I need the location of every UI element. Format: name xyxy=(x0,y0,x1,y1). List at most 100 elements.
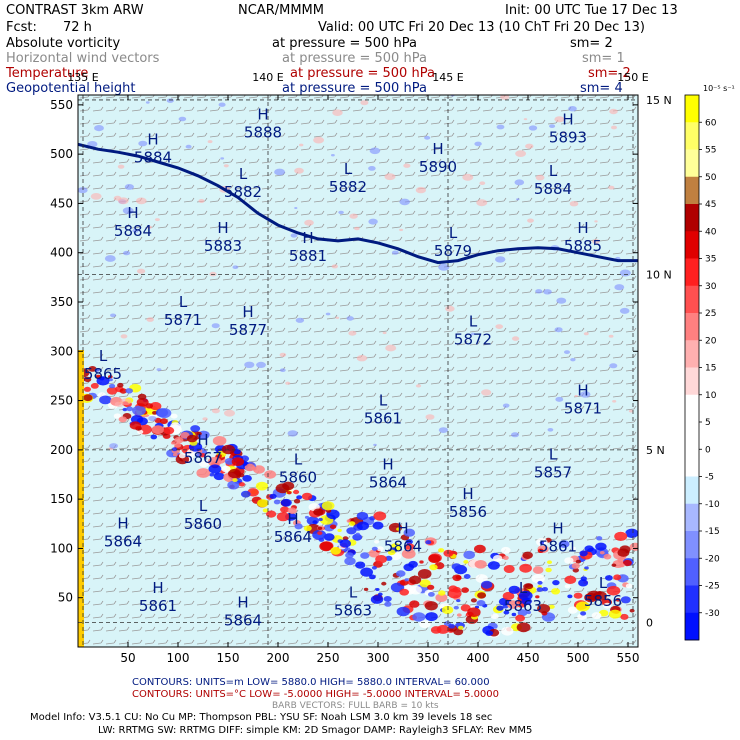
center-value-27: 5861 xyxy=(539,538,577,556)
x-tick-label-10: 550 xyxy=(617,651,640,665)
vorticity-cell-176 xyxy=(381,581,387,586)
vorticity-cell-567 xyxy=(511,432,519,438)
vorticity-cell-301 xyxy=(475,574,488,583)
vorticity-cell-88 xyxy=(88,366,97,372)
vorticity-cell-541 xyxy=(549,124,556,128)
vorticity-cell-337 xyxy=(603,602,612,609)
vorticity-cell-499 xyxy=(241,490,251,498)
vorticity-cell-500 xyxy=(369,574,376,580)
vorticity-cell-451 xyxy=(83,394,93,402)
center-letter-11: H xyxy=(577,219,588,237)
colorbar-swatch-8 xyxy=(685,313,699,341)
vorticity-cell-191 xyxy=(99,395,112,405)
field-name-temperature: Temperature xyxy=(6,66,89,81)
colorbar-label-8: 20 xyxy=(705,336,717,346)
center-letter-13: H xyxy=(242,303,253,321)
vorticity-cell-55 xyxy=(170,413,178,419)
vorticity-cell-234 xyxy=(611,563,617,567)
vorticity-cell-590 xyxy=(368,166,376,171)
vorticity-cell-217 xyxy=(443,549,454,557)
vorticity-cell-323 xyxy=(501,546,511,554)
vorticity-cell-18 xyxy=(419,560,424,564)
vorticity-cell-352 xyxy=(575,601,590,612)
vorticity-cell-132 xyxy=(548,604,555,609)
vorticity-cell-457 xyxy=(136,398,149,407)
vorticity-cell-654 xyxy=(611,125,617,130)
vorticity-cell-556 xyxy=(368,218,378,225)
vorticity-cell-438 xyxy=(346,527,357,535)
vorticity-cell-194 xyxy=(375,588,380,591)
vorticity-cell-275 xyxy=(383,596,392,602)
colorbar-swatch-15 xyxy=(685,503,699,532)
vorticity-cell-308 xyxy=(511,612,517,617)
center-letter-9: H xyxy=(302,229,313,247)
vorticity-cell-572 xyxy=(415,186,426,194)
colorbar-swatch-13 xyxy=(685,449,699,477)
vorticity-cell-615 xyxy=(399,198,411,206)
lat-label-2: 5 N xyxy=(646,444,665,457)
center-value-4: 5882 xyxy=(224,183,262,201)
vorticity-cell-235 xyxy=(599,609,609,617)
colorbar-label-0: 60 xyxy=(705,118,717,128)
center-letter-17: H xyxy=(577,382,588,400)
vorticity-cell-320 xyxy=(425,612,438,622)
vorticity-cell-542 xyxy=(211,408,220,414)
vorticity-cell-401 xyxy=(532,566,544,574)
center-letter-28: H xyxy=(152,579,163,597)
center-letter-22: H xyxy=(462,485,473,503)
vorticity-cell-594 xyxy=(198,199,205,203)
y-tick-label-10: 550 xyxy=(50,98,73,112)
center-letter-32: L xyxy=(599,574,608,592)
vorticity-cell-317 xyxy=(318,517,323,522)
vorticity-cell-616 xyxy=(619,307,630,314)
vorticity-cell-418 xyxy=(90,383,99,389)
colorbar-swatch-1 xyxy=(685,122,699,150)
vorticity-cell-613 xyxy=(554,327,563,333)
valid-time: Valid: 00 UTC Fri 20 Dec 13 (10 ChT Fri … xyxy=(318,20,646,35)
vorticity-cell-372 xyxy=(518,590,533,601)
vorticity-cell-124 xyxy=(370,595,384,604)
vorticity-cell-115 xyxy=(199,453,206,458)
vorticity-cell-515 xyxy=(429,564,438,571)
colorbar-label-4: 40 xyxy=(705,227,717,237)
vorticity-cell-302 xyxy=(174,436,184,444)
vorticity-cell-604 xyxy=(220,157,225,160)
vorticity-cell-533 xyxy=(156,368,162,372)
center-value-13: 5877 xyxy=(229,321,267,339)
center-letter-16: L xyxy=(379,392,388,410)
colorbar-swatch-12 xyxy=(685,422,699,450)
vorticity-cell-517 xyxy=(296,495,303,500)
vorticity-cell-56 xyxy=(474,544,486,554)
center-value-21: 5857 xyxy=(534,464,572,482)
center-value-20: 5864 xyxy=(369,474,407,492)
vorticity-cell-349 xyxy=(264,470,276,479)
colorbar-label-14: -10 xyxy=(705,500,720,510)
lon-label-0: 135 E xyxy=(67,71,98,84)
vorticity-cell-595 xyxy=(185,144,192,149)
colorbar-swatch-6 xyxy=(685,258,699,287)
vorticity-cell-501 xyxy=(580,611,587,616)
vorticity-cell-69 xyxy=(352,533,363,541)
vorticity-cell-623 xyxy=(148,415,157,422)
vorticity-cell-635 xyxy=(110,313,116,318)
lon-label-3: 150 E xyxy=(617,71,648,84)
center-value-32: 5856 xyxy=(584,592,622,610)
vorticity-cell-130 xyxy=(409,600,420,608)
vorticity-cell-596 xyxy=(166,98,174,103)
vorticity-cell-404 xyxy=(269,493,277,499)
vorticity-cell-384 xyxy=(150,434,158,440)
vorticity-cell-310 xyxy=(172,453,178,457)
center-value-14: 5872 xyxy=(454,331,492,349)
lon-label-1: 140 E xyxy=(252,71,283,84)
center-letter-29: H xyxy=(237,594,248,612)
y-tick-label-2: 150 xyxy=(50,492,73,506)
center-value-28: 5861 xyxy=(139,597,177,615)
coastline-strip xyxy=(78,350,84,647)
vorticity-cell-334 xyxy=(425,540,432,545)
vorticity-cell-637 xyxy=(527,218,534,223)
vorticity-cell-573 xyxy=(502,403,510,408)
vorticity-cell-269 xyxy=(614,531,628,542)
vorticity-cell-617 xyxy=(124,184,134,190)
vorticity-cell-550 xyxy=(574,394,578,398)
vorticity-cell-574 xyxy=(569,201,579,207)
